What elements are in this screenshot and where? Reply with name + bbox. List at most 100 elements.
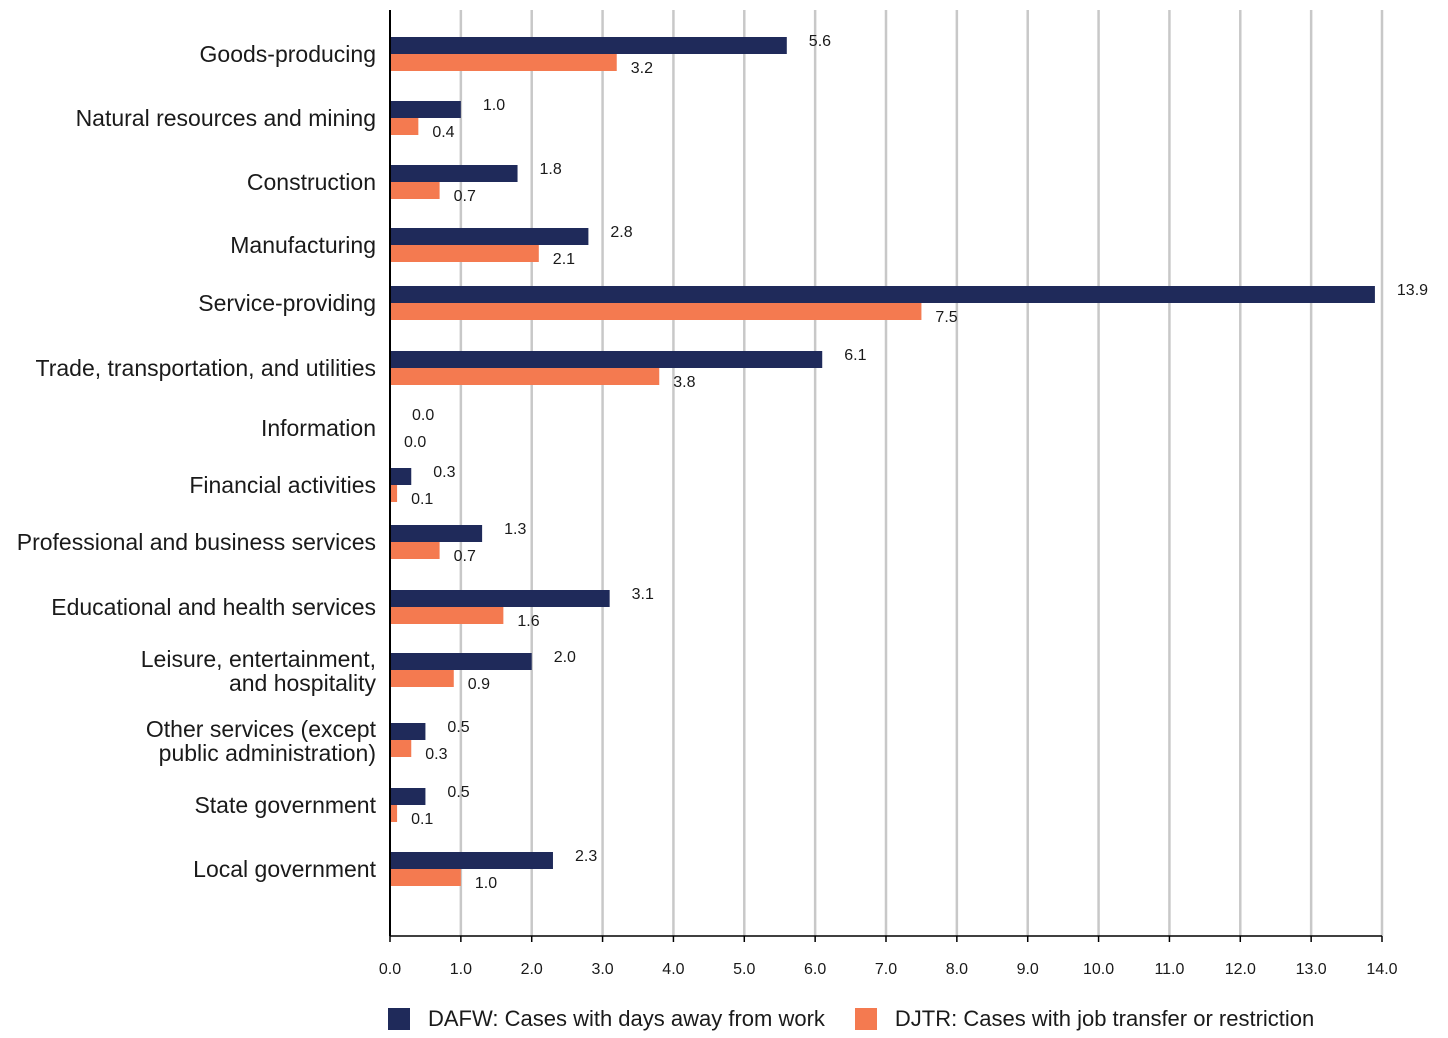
value-label-dafw: 3.1 (632, 586, 654, 603)
value-label-dafw: 5.6 (809, 33, 831, 50)
category-label: Trade, transportation, and utilities (36, 355, 377, 381)
value-labels: 5.6 3.2 1.0 0.4 1.8 0.7 2.8 2.1 13.9 7.5 6.1 3.8 0.0… (404, 33, 1428, 892)
legend-label-dafw: DAFW: Cases with days away from work (428, 1006, 825, 1031)
value-label-dafw: 0.0 (412, 407, 434, 424)
value-label-djtr: 3.8 (673, 374, 695, 391)
category-label: Construction (247, 169, 376, 195)
value-label-djtr: 1.6 (517, 613, 539, 630)
bar-dafw (390, 852, 553, 869)
x-tick-label: 14.0 (1366, 961, 1397, 978)
value-label-dafw: 1.0 (483, 97, 505, 114)
category-label: Goods-producing (200, 41, 376, 67)
x-tick-label: 8.0 (946, 961, 968, 978)
value-label-djtr: 0.3 (425, 746, 447, 763)
value-label-djtr: 0.1 (411, 491, 433, 508)
category-label-line: public administration) (159, 740, 376, 766)
x-tick-label: 4.0 (662, 961, 684, 978)
category-labels: Goods-producing Natural resources and min… (17, 41, 377, 882)
value-label-dafw: 2.0 (554, 649, 576, 666)
legend-swatch-djtr (854, 1008, 877, 1030)
value-label-dafw: 0.5 (447, 719, 469, 736)
value-label-djtr: 0.7 (454, 548, 476, 565)
bar-djtr (390, 607, 504, 624)
x-tick-label: 11.0 (1154, 961, 1184, 978)
category-label: Other services (except public administrat… (146, 716, 377, 766)
legend: DAFW: Cases with days away from work DJT… (388, 1006, 1344, 1032)
category-label: Educational and health services (51, 594, 376, 620)
bar-djtr (390, 54, 617, 71)
value-label-djtr: 3.2 (631, 60, 653, 77)
bars (390, 37, 1375, 886)
x-tick-label: 9.0 (1017, 961, 1039, 978)
legend-swatch-dafw (388, 1008, 410, 1030)
value-label-dafw: 0.5 (447, 784, 469, 801)
bar-djtr (390, 542, 440, 559)
category-label: Information (261, 415, 376, 441)
value-label-dafw: 2.8 (610, 224, 632, 241)
x-tick-label: 2.0 (521, 961, 543, 978)
value-label-djtr: 0.1 (411, 811, 433, 828)
x-tick-label: 7.0 (875, 961, 897, 978)
bar-dafw (390, 286, 1375, 303)
legend-item-dafw: DAFW: Cases with days away from work (388, 1006, 825, 1032)
x-tick-label: 1.0 (450, 961, 472, 978)
bar-dafw (390, 590, 610, 607)
category-label: Natural resources and mining (76, 105, 376, 131)
value-label-djtr: 2.1 (553, 251, 575, 268)
value-label-djtr: 7.5 (935, 309, 957, 326)
category-label: Professional and business services (17, 529, 376, 555)
bar-djtr (390, 182, 440, 199)
value-label-dafw: 1.3 (504, 521, 526, 538)
category-label-line: Leisure, entertainment, (141, 646, 376, 672)
x-tick-label: 10.0 (1083, 961, 1114, 978)
value-label-djtr: 0.4 (432, 124, 454, 141)
bar-chart: Goods-producing Natural resources and min… (17, 10, 1428, 978)
bar-djtr (390, 670, 454, 687)
value-label-djtr: 0.9 (468, 676, 490, 693)
bar-dafw (390, 37, 787, 54)
value-label-dafw: 1.8 (540, 161, 562, 178)
x-tick-label: 13.0 (1296, 961, 1327, 978)
value-label-dafw: 13.9 (1397, 282, 1428, 299)
bar-dafw (390, 101, 461, 118)
category-label-line: and hospitality (229, 670, 377, 696)
bar-dafw (390, 351, 823, 368)
value-label-djtr: 1.0 (475, 875, 497, 892)
bar-dafw (390, 165, 518, 182)
gridlines (459, 10, 1384, 936)
category-label: Manufacturing (230, 232, 376, 258)
x-tick-label: 6.0 (804, 961, 826, 978)
bar-djtr (390, 869, 461, 886)
x-tick-label: 5.0 (733, 961, 755, 978)
legend-item-djtr: DJTR: Cases with job transfer or restric… (854, 1006, 1315, 1032)
value-label-djtr: 0.0 (404, 434, 426, 451)
bar-djtr (390, 303, 922, 320)
bar-dafw (390, 468, 412, 485)
bar-dafw (390, 228, 589, 245)
value-label-dafw: 0.3 (433, 464, 455, 481)
bar-djtr (390, 118, 419, 135)
x-axis-ticks: 0.0 1.0 2.0 3.0 4.0 5.0 6.0 7.0 8.0 9.0 10.0 11.0 12… (379, 936, 1398, 978)
x-tick-label: 3.0 (591, 961, 613, 978)
legend-label-djtr: DJTR: Cases with job transfer or restric… (894, 1006, 1315, 1031)
bar-djtr (390, 368, 660, 385)
value-label-dafw: 6.1 (844, 347, 866, 364)
x-tick-label: 0.0 (379, 961, 401, 978)
bar-djtr (390, 740, 412, 757)
category-label: Leisure, entertainment, and hospitality (141, 646, 377, 696)
category-label: Local government (193, 856, 376, 882)
category-label-line: Other services (except (146, 716, 377, 742)
bar-djtr (390, 245, 539, 262)
bar-dafw (390, 653, 532, 670)
bar-djtr (390, 485, 398, 502)
category-label: Service-providing (198, 290, 376, 316)
bar-djtr (390, 805, 398, 822)
bar-dafw (390, 525, 483, 542)
value-label-djtr: 0.7 (454, 188, 476, 205)
bar-dafw (390, 723, 426, 740)
category-label: Financial activities (189, 472, 376, 498)
category-label: State government (194, 792, 376, 818)
value-label-dafw: 2.3 (575, 848, 597, 865)
bar-dafw (390, 788, 426, 805)
x-tick-label: 12.0 (1225, 961, 1256, 978)
